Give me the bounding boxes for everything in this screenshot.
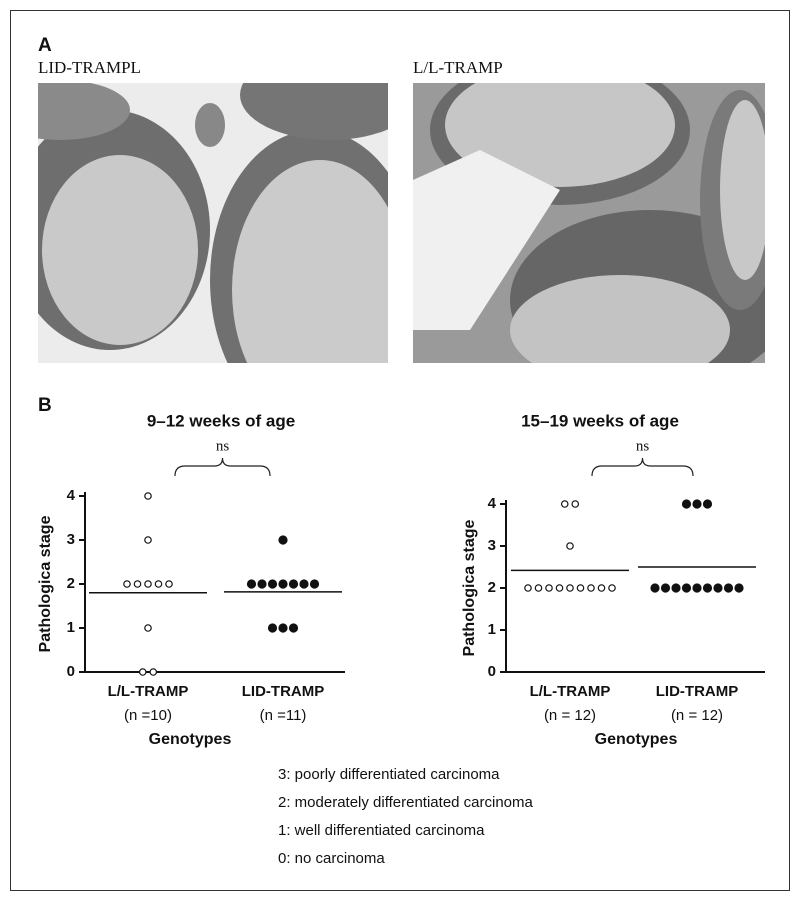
- data-point: [681, 583, 692, 593]
- chart-title: 15–19 weeks of age: [521, 411, 679, 430]
- data-point: [288, 579, 299, 589]
- data-point: [278, 623, 288, 633]
- y-tick-label: 3: [67, 531, 75, 548]
- data-point: [566, 542, 574, 550]
- histology-image: [38, 83, 388, 363]
- panel-label: B: [38, 395, 52, 416]
- data-point: [154, 580, 163, 588]
- data-point: [144, 492, 152, 500]
- data-point: [608, 584, 616, 592]
- significance-label: ns: [216, 438, 230, 454]
- y-axis-label: Pathologica stage: [461, 519, 478, 656]
- data-point: [144, 580, 152, 588]
- data-point: [299, 579, 309, 589]
- data-point: [555, 584, 564, 592]
- data-point: [702, 583, 713, 593]
- stage-key-item: 2: moderately differentiated carcinoma: [278, 794, 534, 811]
- y-axis-label: Pathologica stage: [37, 515, 54, 652]
- data-point: [587, 584, 595, 592]
- sample-size: (n =10): [124, 707, 172, 724]
- data-point: [692, 583, 702, 593]
- y-tick-label: 2: [488, 579, 496, 596]
- y-tick-label: 4: [67, 487, 76, 504]
- significance-brace: [591, 457, 694, 477]
- x-axis-label: Genotypes: [149, 731, 232, 748]
- sample-size: (n = 12): [544, 707, 596, 724]
- data-point: [133, 580, 142, 588]
- data-point: [267, 579, 278, 589]
- sample-size: (n = 12): [671, 707, 723, 724]
- y-tick-label: 2: [67, 575, 75, 592]
- data-point: [560, 500, 569, 508]
- chart-title: 9–12 weeks of age: [147, 411, 295, 430]
- data-point: [681, 499, 692, 509]
- y-tick-label: 0: [488, 663, 496, 680]
- stage-key-item: 3: poorly differentiated carcinoma: [278, 766, 500, 783]
- data-point: [524, 584, 532, 592]
- data-point: [534, 584, 543, 592]
- y-tick-label: 4: [488, 495, 497, 512]
- significance-brace: [174, 457, 271, 477]
- data-point: [144, 624, 152, 632]
- data-point: [734, 583, 744, 593]
- stage-key-item: 0: no carcinoma: [278, 850, 385, 867]
- data-point: [149, 668, 158, 676]
- stage-key-item: 1: well differentiated carcinoma: [278, 822, 485, 839]
- y-tick-label: 0: [67, 663, 75, 680]
- x-tick-label: L/L-TRAMP: [108, 683, 189, 700]
- sample-size: (n =11): [260, 707, 307, 724]
- data-point: [138, 668, 147, 676]
- y-tick-label: 3: [488, 537, 496, 554]
- data-point: [660, 583, 671, 593]
- image-caption: L/L-TRAMP: [413, 58, 503, 77]
- data-point: [576, 584, 585, 592]
- data-point: [246, 579, 257, 589]
- data-point: [597, 584, 606, 592]
- data-point: [309, 579, 320, 589]
- x-tick-label: LID-TRAMP: [242, 683, 325, 700]
- data-point: [165, 580, 173, 588]
- figure-border: [10, 10, 790, 891]
- y-tick-label: 1: [488, 621, 496, 638]
- data-point: [723, 583, 734, 593]
- data-point: [288, 623, 299, 633]
- data-point: [671, 583, 681, 593]
- x-tick-label: L/L-TRAMP: [530, 683, 611, 700]
- image-caption: LID-TRAMPL: [38, 58, 141, 77]
- data-point: [650, 583, 660, 593]
- data-point: [566, 584, 574, 592]
- panel-label: A: [38, 35, 52, 56]
- x-tick-label: LID-TRAMP: [656, 683, 739, 700]
- data-point: [267, 623, 278, 633]
- data-point: [123, 580, 131, 588]
- x-axis-label: Genotypes: [595, 731, 678, 748]
- data-point: [278, 535, 288, 545]
- y-tick-label: 1: [67, 619, 75, 636]
- data-point: [713, 583, 723, 593]
- data-point: [144, 536, 152, 544]
- histology-image: [413, 83, 765, 363]
- data-point: [702, 499, 713, 509]
- data-point: [278, 579, 288, 589]
- significance-label: ns: [636, 438, 650, 454]
- data-point: [692, 499, 702, 509]
- data-point: [545, 584, 553, 592]
- data-point: [571, 500, 580, 508]
- data-point: [257, 579, 267, 589]
